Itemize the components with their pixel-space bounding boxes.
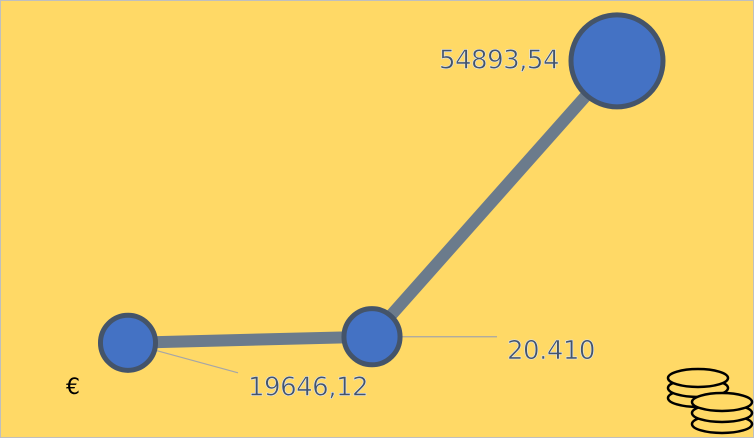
data-label: 19646,12 (248, 372, 368, 402)
data-label: 20.410 (507, 336, 595, 366)
coins-icon (666, 367, 754, 435)
bubble (97, 312, 159, 373)
bubble (568, 12, 666, 110)
data-label: 54893,54 (439, 45, 559, 75)
bubble (341, 306, 403, 368)
unit-label: € (66, 375, 80, 400)
